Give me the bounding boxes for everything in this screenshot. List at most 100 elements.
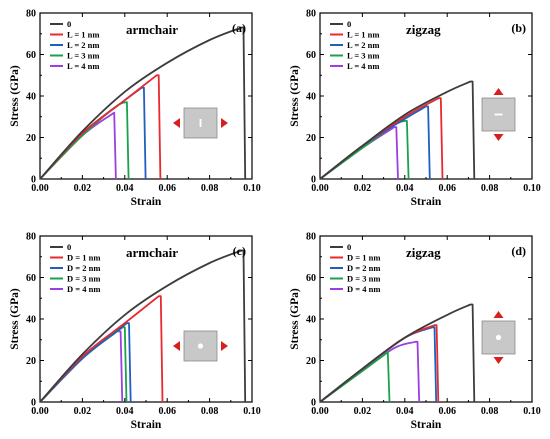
panel-d: 0.00 0.02 0.04 0.06 0.08 0.10 0 20 40 60 80 Strain S… (289, 232, 541, 432)
panel-d-arrow-up-icon (493, 311, 504, 318)
panel-c-series-line-0 (39, 249, 247, 403)
panel-b-inset-slit (494, 113, 503, 116)
panel-a-arrow-left-icon (173, 118, 180, 128)
panel-d-x-tick-label: 0.06 (438, 406, 456, 417)
panel-d-y-tick-label: 80 (306, 232, 316, 243)
panel-a-y-axis-title: Stress (GPa) (9, 65, 21, 127)
panel-d-x-tick-label: 0.10 (523, 406, 541, 417)
panel-d-y-tick-label: 20 (306, 356, 316, 367)
panel-b-x-tick-label: 0.08 (481, 183, 499, 194)
panel-a-inset-schematic (173, 107, 228, 139)
panel-c-legend-label-1: D = 1 nm (67, 253, 100, 263)
panel-d-inset-hole (495, 334, 502, 341)
panel-a-legend-label-1: L = 1 nm (67, 30, 99, 40)
panel-c-y-axis-title: Stress (GPa) (9, 288, 21, 350)
panel-a-y-tick-label: 60 (26, 50, 36, 61)
panel-d-x-tick-label: 0.08 (481, 406, 499, 417)
panel-b: 0.00 0.02 0.04 0.06 0.08 0.10 0 20 40 60 80 Strain S… (289, 9, 541, 209)
panel-b-legend-label-0: 0 (347, 19, 351, 29)
panel-b-x-tick-label: 0.04 (396, 183, 414, 194)
panel-c-y-tick-label: 40 (26, 315, 36, 326)
panel-b-legend-label-4: L = 4 nm (347, 61, 379, 71)
panel-d-series-line-1 (319, 324, 440, 403)
panel-a-series-line-4 (39, 111, 117, 180)
panel-c-inset-schematic (173, 330, 228, 362)
panel-d-y-axis-title: Stress (GPa) (289, 288, 301, 350)
panel-d-panel-label: (d) (511, 244, 526, 258)
panel-a-x-tick-label: 0.02 (74, 183, 92, 194)
panel-b-arrow-down-icon (493, 134, 504, 141)
panel-a-x-tick-label: 0.08 (201, 183, 219, 194)
panel-d-y-tick-label: 60 (306, 273, 316, 284)
panel-c-x-tick-label: 0.02 (74, 406, 92, 417)
panel-a-x-tick-label: 0.06 (158, 183, 176, 194)
panel-d-legend-label-4: D = 4 nm (347, 284, 380, 294)
panel-a-y-tick-label: 40 (26, 92, 36, 103)
panel-b-x-tick-label: 0.00 (311, 183, 329, 194)
panel-a-legend-label-0: 0 (67, 19, 71, 29)
panel-a-x-tick-label: 0.00 (31, 183, 49, 194)
panel-b-y-tick-label: 20 (306, 133, 316, 144)
panel-b-chart-title: zigzag (406, 22, 441, 37)
panel-d-x-tick-label: 0.00 (311, 406, 329, 417)
panel-c-legend-label-2: D = 2 nm (67, 263, 100, 273)
panel-c-x-tick-label: 0.08 (201, 406, 219, 417)
panel-c-legend-label-4: D = 4 nm (67, 284, 100, 294)
panel-a-legend-label-4: L = 4 nm (67, 61, 99, 71)
panel-b-y-tick-label: 40 (306, 92, 316, 103)
panel-d-legend-label-1: D = 1 nm (347, 253, 380, 263)
panel-c-x-tick-label: 0.04 (116, 406, 134, 417)
panel-b-x-tick-label: 0.06 (438, 183, 456, 194)
panel-d-y-tick-label: 0 (311, 398, 316, 409)
panel-c-x-tick-label: 0.06 (158, 406, 176, 417)
panel-b-series-line-0 (319, 80, 476, 180)
panel-d-x-tick-label: 0.02 (354, 406, 372, 417)
panel-c-series-line-4 (39, 330, 124, 403)
panel-d-arrow-down-icon (493, 357, 504, 364)
panel-c-series-line-2 (39, 322, 132, 403)
panel-a-series-line-0 (39, 26, 247, 180)
panel-a-chart-title: armchair (126, 22, 178, 37)
panel-d-legend-label-3: D = 3 nm (347, 274, 380, 284)
panel-b-series-line-3 (319, 120, 410, 180)
panel-b-x-axis-title: Strain (411, 196, 442, 208)
panel-d-x-axis-title: Strain (411, 419, 442, 431)
panel-d-x-tick-label: 0.04 (396, 406, 414, 417)
panel-b-inset-schematic (481, 88, 516, 141)
panel-c-x-tick-label: 0.10 (243, 406, 261, 417)
panel-a-y-tick-label: 0 (31, 175, 36, 186)
panel-d-y-tick-label: 40 (306, 315, 316, 326)
panel-c-panel-label: (c) (233, 244, 246, 258)
panel-b-panel-label: (b) (511, 21, 526, 35)
panel-d-series-line-0 (319, 303, 476, 403)
panel-a-panel-label: (a) (232, 21, 246, 35)
panel-a-x-tick-label: 0.04 (116, 183, 134, 194)
panel-b-arrow-up-icon (493, 88, 504, 95)
panel-a-y-tick-label: 80 (26, 9, 36, 20)
panel-b-series-line-1 (319, 97, 444, 180)
panel-d-legend-label-0: 0 (347, 242, 351, 252)
panel-b-y-tick-label: 0 (311, 175, 316, 186)
panel-d-legend-label-2: D = 2 nm (347, 263, 380, 273)
panel-c: 0.00 0.02 0.04 0.06 0.08 0.10 0 20 40 60 80 Strain S… (9, 232, 261, 432)
panel-c-x-axis-title: Strain (131, 419, 162, 431)
panel-b-legend-label-2: L = 2 nm (347, 40, 379, 50)
panel-b-y-tick-label: 60 (306, 50, 316, 61)
panel-d-inset-schematic (481, 311, 516, 364)
panel-d-series-line-4 (319, 340, 421, 403)
panel-d-chart-title: zigzag (406, 245, 441, 260)
panel-a: 0.00 0.02 0.04 0.06 0.08 0.10 0 20 40 60 80 Strain S… (9, 9, 261, 209)
panel-b-y-tick-label: 80 (306, 9, 316, 20)
panel-c-x-tick-label: 0.00 (31, 406, 49, 417)
panel-b-series-line-2 (319, 105, 431, 180)
panel-b-x-tick-label: 0.02 (354, 183, 372, 194)
panel-b-legend-label-3: L = 3 nm (347, 51, 379, 61)
panel-c-arrow-right-icon (221, 341, 228, 351)
panel-c-series-line-1 (39, 295, 164, 403)
panel-a-series-line-2 (39, 86, 147, 180)
panel-a-y-tick-label: 20 (26, 133, 36, 144)
panel-c-y-tick-label: 0 (31, 398, 36, 409)
panel-c-legend-label-3: D = 3 nm (67, 274, 100, 284)
panel-c-y-tick-label: 60 (26, 273, 36, 284)
